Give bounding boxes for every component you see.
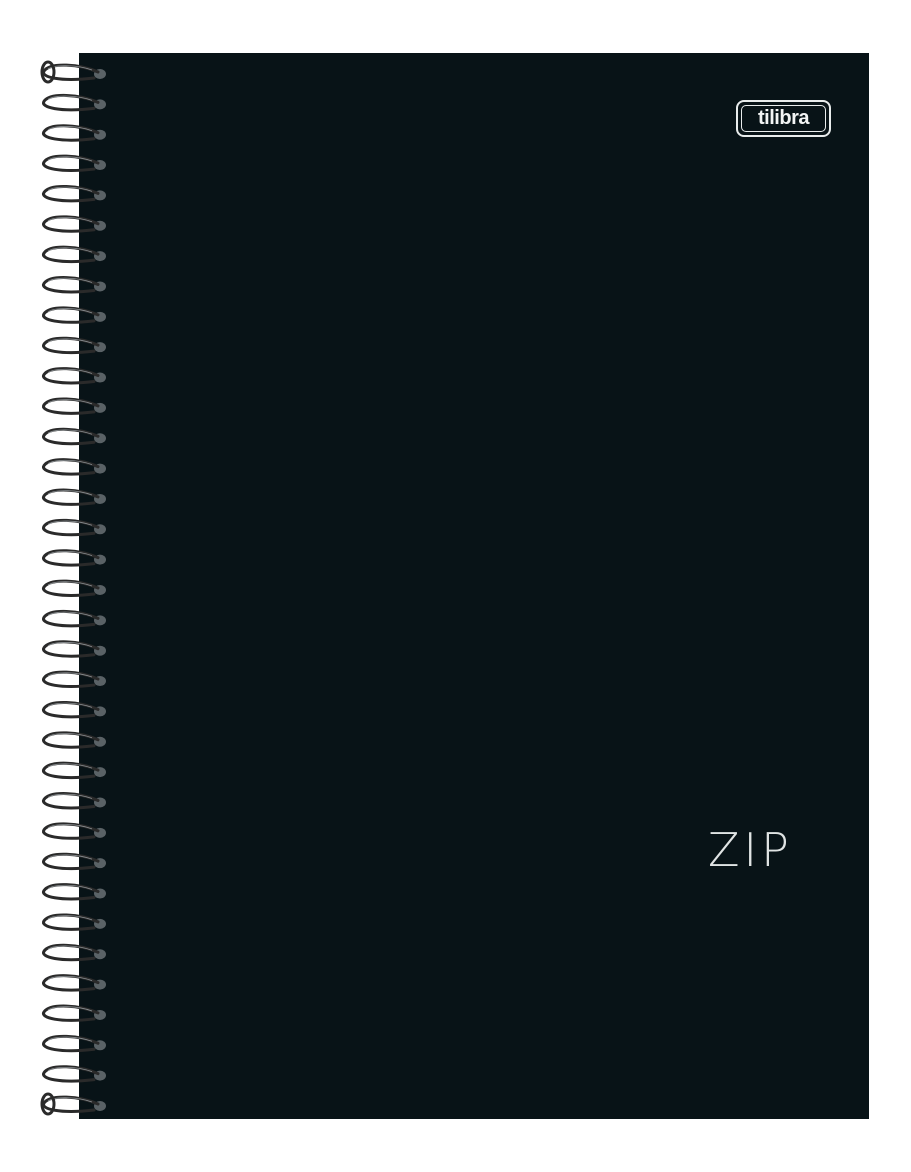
wire-highlight: [47, 308, 93, 314]
spiral-loop: [42, 63, 106, 81]
spiral-loop: [42, 579, 106, 597]
spiral-loop: [42, 913, 106, 931]
spiral-loop: [42, 458, 106, 476]
wire-highlight: [47, 65, 93, 71]
spiral-loop: [42, 731, 106, 749]
wire-highlight: [47, 368, 93, 374]
wire-highlight: [47, 1067, 93, 1073]
spiral-loop: [42, 701, 106, 719]
spiral-loop: [42, 336, 106, 355]
spiral-loop: [42, 640, 106, 658]
wire-highlight: [47, 429, 93, 435]
spiral-loop: [42, 427, 106, 446]
wire-highlight: [47, 156, 93, 162]
wire-highlight: [47, 126, 93, 132]
brand-logo-border: [741, 105, 826, 132]
spiral-loop: [42, 792, 106, 810]
wire-highlight: [47, 186, 93, 192]
spiral-loop: [42, 549, 106, 567]
notebook-cover: tilibra ZIP: [79, 53, 869, 1119]
spiral-loop: [42, 245, 106, 264]
spiral-loop: [42, 974, 106, 992]
wire-highlight: [47, 550, 93, 557]
spiral-loop: [42, 670, 106, 688]
spiral-loop: [42, 154, 106, 172]
spiral-loop: [42, 306, 106, 324]
wire-highlight: [47, 277, 93, 283]
spiral-loop: [42, 883, 106, 901]
wire-highlight: [47, 1036, 93, 1042]
wire-highlight: [47, 520, 93, 526]
spiral-loop: [42, 488, 106, 506]
wire-highlight: [47, 217, 93, 223]
spiral-loop: [42, 1065, 106, 1083]
spiral-loop: [42, 215, 106, 233]
spiral-loop: [42, 822, 106, 840]
wire-highlight: [47, 459, 93, 465]
wire-end-loop: [40, 1092, 56, 1116]
spiral-loop: [42, 1095, 106, 1113]
spiral-wire-binding-icon: [40, 60, 106, 1116]
wire-highlight: [47, 702, 93, 708]
wire-highlight: [47, 95, 93, 101]
wire-end-loop: [40, 60, 56, 84]
spiral-loop: [42, 852, 106, 871]
wire-highlight: [47, 1097, 93, 1103]
wire-highlight: [47, 611, 93, 617]
wire-highlight: [47, 581, 93, 587]
wire-highlight: [47, 763, 93, 769]
wire-highlight: [47, 915, 93, 921]
spiral-loop: [42, 367, 106, 385]
spiral-loop: [42, 276, 106, 294]
spiral-loop: [42, 761, 106, 780]
wire-highlight: [47, 884, 93, 890]
spiral-loop: [42, 93, 106, 112]
wire-highlight: [47, 975, 93, 981]
wire-highlight: [47, 672, 93, 678]
cover-title: ZIP: [708, 823, 793, 877]
wire-highlight: [47, 338, 93, 344]
spiral-loop: [42, 1034, 106, 1053]
wire-highlight: [47, 247, 93, 253]
wire-highlight: [47, 824, 93, 830]
wire-highlight: [47, 642, 93, 648]
spiral-loop: [42, 609, 106, 628]
spiral-loop: [42, 1004, 106, 1022]
wire-highlight: [47, 793, 93, 799]
wire-highlight: [47, 733, 93, 739]
spiral-loop: [42, 943, 106, 962]
wire-highlight: [47, 945, 93, 951]
spiral-loop: [42, 518, 106, 537]
wire-highlight: [47, 854, 93, 860]
wire-highlight: [47, 1006, 93, 1012]
wire-highlight: [47, 399, 93, 405]
wire-highlight: [47, 490, 93, 496]
spiral-loop: [42, 124, 106, 142]
brand-logo: tilibra: [736, 100, 831, 137]
spiral-loop: [42, 185, 106, 203]
brand-name: tilibra: [758, 106, 809, 129]
spiral-loop: [42, 397, 106, 415]
